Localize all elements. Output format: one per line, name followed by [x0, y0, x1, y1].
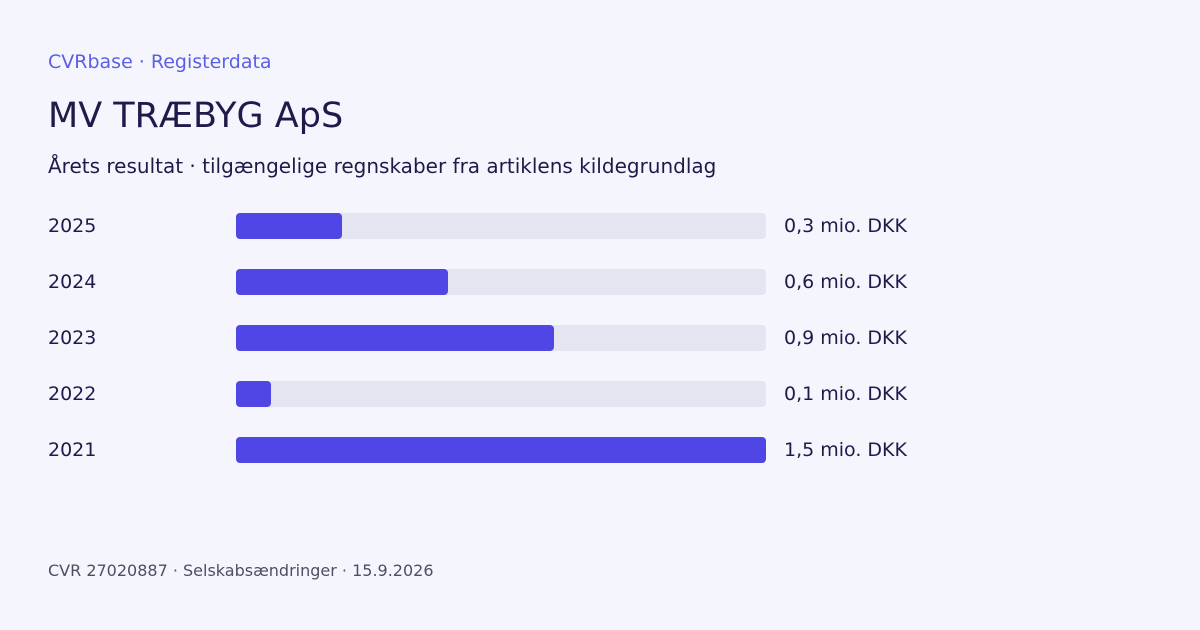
value-label: 0,9 mio. DKK: [784, 327, 907, 349]
bar-2024: [236, 269, 448, 295]
bar-track: [236, 325, 766, 351]
category-label: 2022: [48, 383, 97, 405]
bar-row-2025: 2025 0,3 mio. DKK: [0, 213, 1200, 239]
bar-track: [236, 437, 766, 463]
bar-2025: [236, 213, 342, 239]
bar-2022: [236, 381, 272, 407]
bar-row-2024: 2024 0,6 mio. DKK: [0, 269, 1200, 295]
category-label: 2024: [48, 271, 97, 293]
page-title: MV TRÆBYG ApS: [48, 96, 344, 136]
bar-2021: [236, 437, 766, 463]
footer-meta: CVR 27020887 · Selskabsændringer · 15.9.…: [48, 561, 434, 580]
category-label: 2025: [48, 215, 97, 237]
bar-2023: [236, 325, 554, 351]
bar-row-2022: 2022 0,1 mio. DKK: [0, 381, 1200, 407]
bar-track: [236, 381, 766, 407]
bar-track: [236, 269, 766, 295]
value-label: 1,5 mio. DKK: [784, 439, 907, 461]
bar-track: [236, 213, 766, 239]
value-label: 0,3 mio. DKK: [784, 215, 907, 237]
value-label: 0,6 mio. DKK: [784, 271, 907, 293]
brand-label: CVRbase · Registerdata: [48, 51, 272, 73]
category-label: 2021: [48, 439, 97, 461]
chart-subtitle: Årets resultat · tilgængelige regnskaber…: [48, 154, 717, 178]
bar-row-2021: 2021 1,5 mio. DKK: [0, 437, 1200, 463]
category-label: 2023: [48, 327, 97, 349]
value-label: 0,1 mio. DKK: [784, 383, 907, 405]
bar-row-2023: 2023 0,9 mio. DKK: [0, 325, 1200, 351]
